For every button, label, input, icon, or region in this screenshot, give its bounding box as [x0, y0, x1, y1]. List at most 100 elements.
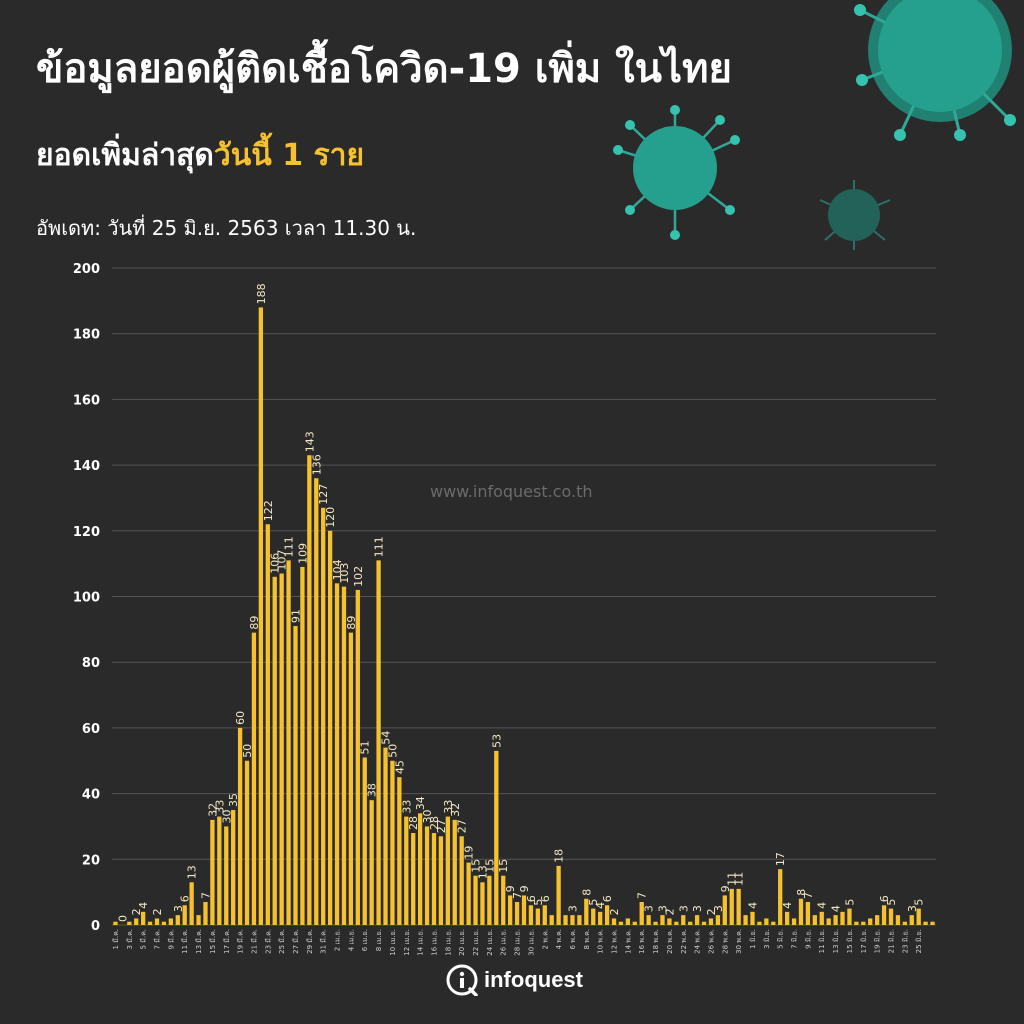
bar [591, 908, 596, 925]
data-label: 51 [359, 740, 372, 754]
x-tick-label: 15 มี.ค. [209, 929, 217, 954]
bar [653, 921, 658, 925]
data-label: 3 [906, 905, 919, 912]
bar [895, 915, 901, 925]
bar [888, 908, 894, 925]
bar [147, 921, 153, 925]
bar [674, 921, 679, 925]
bar [757, 921, 762, 925]
data-label: 127 [317, 484, 330, 505]
data-label: 11 [733, 872, 746, 886]
bar [404, 816, 409, 925]
data-label: 38 [366, 783, 379, 797]
data-label: 15 [497, 859, 510, 873]
data-label: 91 [289, 609, 302, 623]
data-label: 15 [470, 859, 483, 873]
data-label: 89 [345, 616, 358, 630]
data-label: 33 [442, 800, 455, 814]
data-label: 8 [580, 889, 593, 896]
x-tick-label: 8 พ.ค. [583, 929, 591, 949]
bar [715, 915, 721, 925]
data-label: 8 [795, 889, 808, 896]
y-tick-label: 140 [73, 459, 100, 474]
x-tick-label: 4 พ.ค. [555, 929, 563, 949]
data-label: 6 [539, 895, 552, 902]
bar [729, 888, 734, 925]
bar [771, 921, 776, 925]
watermark: www.infoquest.co.th [430, 482, 593, 501]
bar [764, 918, 769, 925]
data-label: 3 [656, 905, 669, 912]
x-tick-label: 25 มี.ค. [278, 929, 286, 954]
bar [231, 810, 236, 925]
data-label: 34 [414, 796, 427, 810]
bar [466, 862, 471, 925]
data-label: 106 [269, 553, 282, 574]
x-tick-label: 4 เม.ย. [347, 929, 355, 951]
x-axis-ticks: 1 มี.ค. 3 มี.ค. 5 มี.ค. 7 มี.ค. 9 มี.ค. 11 มี… [112, 929, 923, 956]
x-tick-label: 8 เม.ย. [375, 929, 383, 951]
x-tick-label: 24 พ.ค. [694, 929, 702, 954]
data-label: 3 [691, 905, 704, 912]
data-label: 4 [747, 902, 760, 909]
data-label: 4 [781, 902, 794, 909]
x-tick-label: 11 มิ.ย. [818, 929, 826, 953]
data-label: 13 [186, 865, 199, 879]
data-label: 5 [913, 899, 926, 906]
bar [161, 921, 167, 925]
data-label: 27 [456, 819, 469, 833]
bar [244, 760, 250, 925]
bar [549, 915, 554, 925]
data-label: 9 [504, 885, 517, 892]
x-tick-label: 12 พ.ค. [611, 929, 619, 954]
bar [272, 576, 277, 925]
data-label: 104 [331, 559, 344, 580]
bar [431, 833, 437, 925]
bar [452, 819, 457, 925]
bar [327, 530, 333, 925]
data-label: 2 [705, 908, 718, 915]
x-tick-label: 6 เม.ย. [361, 929, 369, 951]
bar [258, 307, 264, 925]
data-label: 6 [878, 895, 891, 902]
brand-logo: infoquest [446, 964, 583, 996]
bar [528, 905, 534, 925]
x-tick-label: 5 มิ.ย. [777, 929, 785, 949]
data-label: 30 [220, 809, 233, 823]
data-label: 17 [774, 852, 787, 866]
x-tick-label: 11 มี.ค. [181, 929, 189, 954]
x-tick-label: 16 เม.ย. [430, 929, 438, 956]
data-label: 3 [172, 905, 185, 912]
bar [881, 905, 887, 925]
bar [736, 888, 741, 925]
x-tick-label: 22 พ.ค. [680, 929, 688, 954]
x-tick-label: 20 เม.ย. [458, 929, 466, 956]
y-tick-label: 80 [82, 656, 100, 671]
y-tick-label: 100 [73, 591, 100, 606]
bar [141, 911, 146, 925]
bar [805, 902, 811, 925]
data-label: 3 [712, 905, 725, 912]
x-tick-label: 7 มี.ค. [154, 929, 162, 949]
data-label: 30 [421, 809, 434, 823]
data-label: 54 [380, 731, 393, 745]
bar [480, 882, 485, 925]
bar [438, 836, 444, 925]
y-tick-label: 40 [82, 788, 100, 803]
bar [417, 813, 423, 925]
x-tick-label: 14 เม.ย. [417, 929, 425, 956]
bar [203, 902, 208, 925]
y-tick-label: 60 [82, 722, 100, 737]
bar [570, 915, 575, 925]
bar [376, 560, 381, 925]
data-label: 5 [843, 899, 856, 906]
bar [604, 905, 610, 925]
bar [563, 915, 568, 925]
bar [411, 833, 416, 925]
bar [577, 915, 582, 925]
data-label: 109 [296, 543, 309, 564]
data-label: 4 [830, 905, 843, 912]
x-tick-label: 23 มิ.ย. [901, 929, 909, 953]
data-label: 103 [338, 563, 351, 584]
bar [688, 921, 693, 925]
